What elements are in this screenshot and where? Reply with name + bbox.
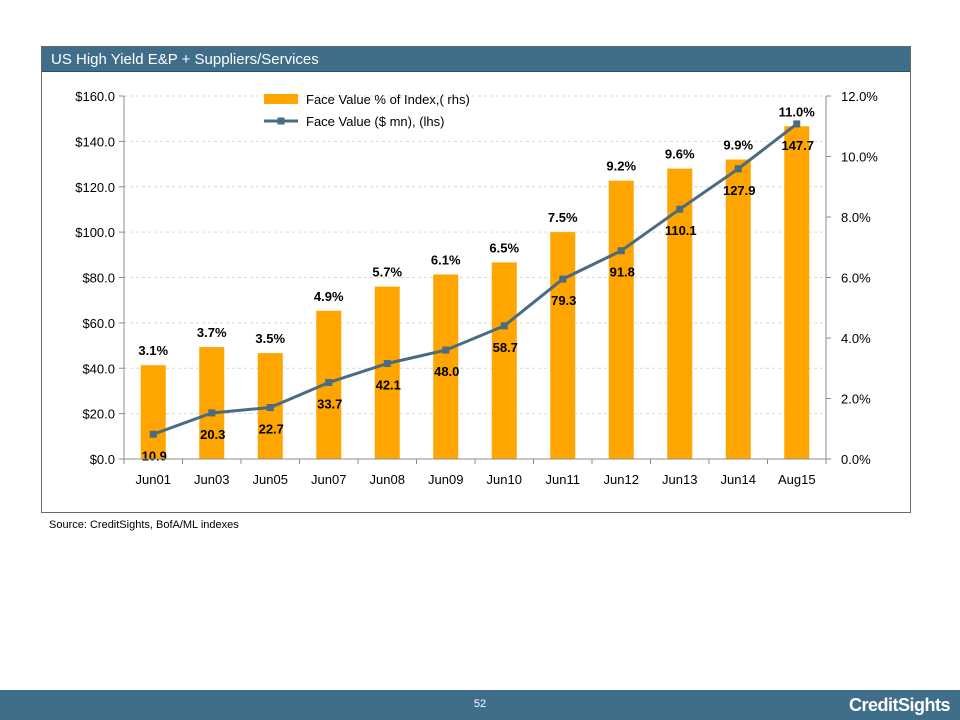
line-point — [676, 205, 684, 213]
bar — [140, 365, 166, 459]
bar — [491, 262, 517, 459]
bar-data-label: 3.7% — [197, 325, 227, 340]
bar — [784, 126, 810, 459]
chart-panel: US High Yield E&P + Suppliers/Services 3… — [41, 46, 911, 513]
line-data-label: 48.0 — [434, 364, 459, 379]
y-right-tick-label: 0.0% — [841, 452, 871, 467]
source-note: Source: CreditSights, BofA/ML indexes — [49, 519, 239, 531]
line-series — [152, 122, 798, 436]
y-left-tick-label: $40.0 — [82, 361, 115, 376]
bar-data-label: 3.1% — [138, 343, 168, 358]
bar-data-label: 9.2% — [606, 159, 636, 174]
bar-data-label: 5.7% — [372, 265, 402, 280]
line-data-label: 127.9 — [723, 183, 756, 198]
line-point — [559, 275, 567, 283]
footer-bar: 52 CreditSights — [0, 690, 960, 720]
y-left-tick-label: $80.0 — [82, 271, 115, 286]
bar — [667, 168, 693, 459]
line-data-label: 58.7 — [493, 340, 518, 355]
bar — [725, 159, 751, 459]
line-point — [266, 403, 274, 411]
page-number: 52 — [473, 698, 487, 710]
x-tick-label: Jun08 — [370, 472, 405, 487]
x-tick-label: Jun05 — [253, 472, 288, 487]
line-data-label: 20.3 — [200, 427, 225, 442]
line-data-label: 22.7 — [259, 421, 284, 436]
line-data-label: 33.7 — [317, 397, 342, 412]
y-left-tick-label: $120.0 — [75, 180, 115, 195]
y-right-tick-label: 8.0% — [841, 210, 871, 225]
legend-line-label: Face Value ($ mn), (lhs) — [306, 114, 444, 129]
line-data-label: 42.1 — [376, 377, 401, 392]
line-data-label: 10.9 — [142, 448, 167, 463]
y-right-tick-label: 10.0% — [841, 150, 878, 165]
line-point — [149, 430, 157, 438]
line-data-label: 91.8 — [610, 265, 635, 280]
y-left-tick-label: $60.0 — [82, 316, 115, 331]
bar — [374, 286, 400, 459]
y-right-tick-label: 2.0% — [841, 392, 871, 407]
x-tick-label: Jun14 — [721, 472, 756, 487]
y-left-tick-label: $20.0 — [82, 407, 115, 422]
bar-data-label: 6.1% — [431, 252, 461, 267]
legend-line-marker — [277, 117, 285, 125]
bar-data-label: 4.9% — [314, 289, 344, 304]
x-tick-label: Jun09 — [428, 472, 463, 487]
x-tick-label: Jun10 — [487, 472, 522, 487]
line-point — [734, 165, 742, 173]
bar — [550, 232, 576, 459]
line-data-label: 79.3 — [551, 293, 576, 308]
line-point — [617, 247, 625, 255]
line-point — [383, 359, 391, 367]
line-data-label: 147.7 — [781, 138, 814, 153]
brand-logo: CreditSights — [848, 695, 951, 715]
x-tick-label: Jun12 — [604, 472, 639, 487]
y-right-tick-label: 4.0% — [841, 331, 871, 346]
legend-bar-label: Face Value % of Index,( rhs) — [306, 92, 470, 107]
y-right-tick-label: 12.0% — [841, 89, 878, 104]
y-left-tick-label: $0.0 — [90, 452, 115, 467]
legend-bar-swatch — [264, 94, 298, 104]
x-tick-label: Jun07 — [311, 472, 346, 487]
bar-data-label: 9.6% — [665, 147, 695, 162]
x-tick-label: Jun13 — [662, 472, 697, 487]
chart-title: US High Yield E&P + Suppliers/Services — [42, 47, 910, 72]
line-point — [793, 120, 801, 128]
bar — [433, 274, 459, 459]
line-point — [442, 346, 450, 354]
x-tick-label: Aug15 — [778, 472, 816, 487]
line-point — [208, 409, 216, 417]
y-left-tick-label: $140.0 — [75, 134, 115, 149]
bar — [608, 180, 634, 459]
line-point — [325, 379, 333, 387]
x-tick-label: Jun01 — [136, 472, 171, 487]
bar-data-label: 9.9% — [723, 138, 753, 153]
chart-svg: 3.1% 3.7% 3.5% 4.9% 5.7% 6.1% 6.5% 7.5% 9.2% 9.6%… — [75, 89, 878, 487]
bar-data-label: 6.5% — [489, 240, 519, 255]
bar-data-label: 11.0% — [779, 104, 816, 119]
bar-data-label: 3.5% — [255, 331, 285, 346]
line-point — [500, 322, 508, 330]
y-left-tick-label: $100.0 — [75, 225, 115, 240]
x-tick-label: Jun03 — [194, 472, 229, 487]
x-tick-label: Jun11 — [546, 472, 580, 487]
bar — [199, 347, 225, 459]
y-right-tick-label: 6.0% — [841, 271, 871, 286]
line-data-label: 110.1 — [665, 223, 697, 238]
bar-data-label: 7.5% — [548, 210, 578, 225]
y-left-tick-label: $160.0 — [75, 89, 115, 104]
